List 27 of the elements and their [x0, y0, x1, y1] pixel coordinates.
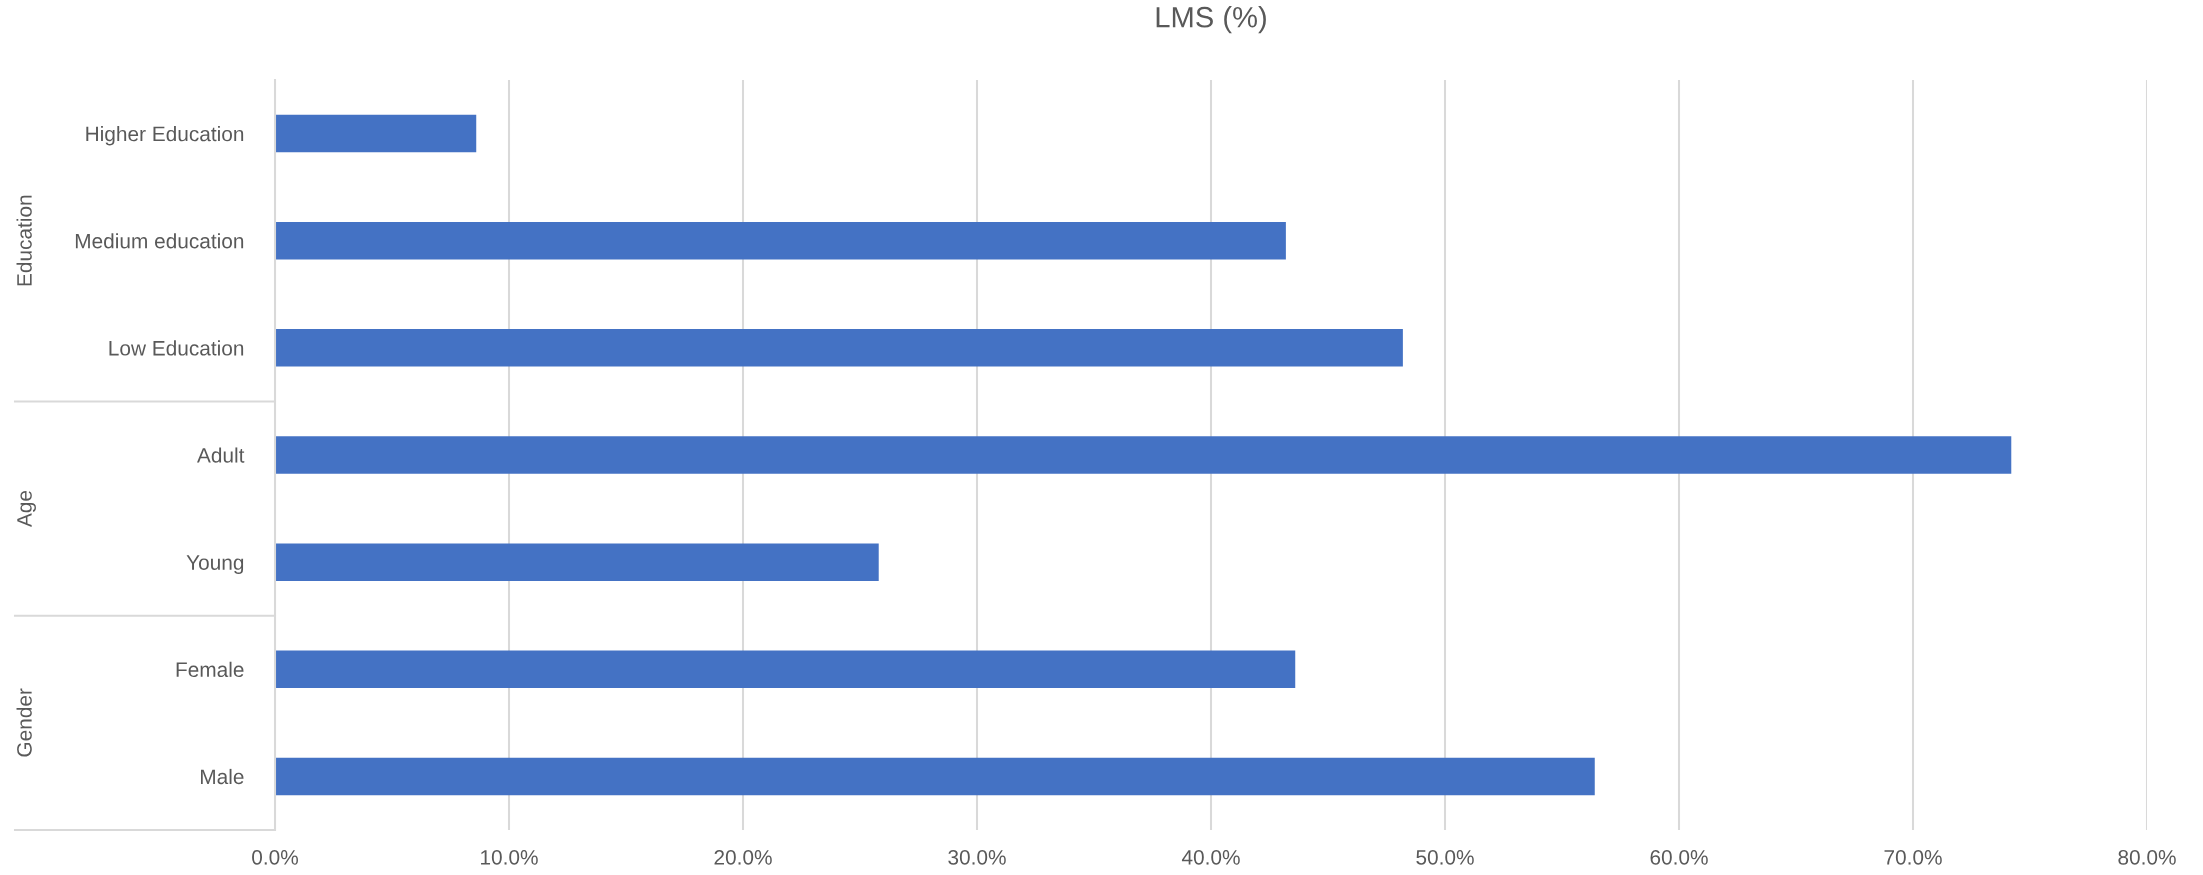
bar [275, 757, 1595, 796]
x-tick-label: 70.0% [1884, 849, 1942, 865]
bar [275, 114, 477, 153]
chart-title: LMS (%) [1156, 6, 1266, 34]
x-tick-label: 40.0% [1181, 849, 1240, 865]
y-tick-label: Medium education [75, 233, 244, 249]
text: Gender [16, 688, 32, 757]
x-tick-label: 20.0% [714, 849, 772, 865]
bar [275, 221, 1286, 260]
bar [275, 543, 879, 581]
bar [275, 650, 1296, 689]
text: Education [16, 195, 32, 286]
x-tick-label: 30.0% [948, 849, 1006, 865]
x-tick-label: 0.0% [252, 849, 298, 865]
bar [275, 329, 1403, 367]
y-tick-label: Female [176, 661, 244, 678]
x-tick-label: 10.0% [481, 849, 538, 865]
y-tick-label: Young [186, 555, 244, 575]
y-tick-label: Male [201, 768, 244, 785]
x-tick-label: 50.0% [1416, 849, 1474, 865]
x-tick-label: 80.0% [2118, 849, 2176, 865]
y-tick-label: Low Education [109, 340, 244, 356]
bar [275, 436, 2012, 474]
y-tick-label: Higher Education [86, 126, 244, 146]
y-tick-label: Adult [197, 447, 245, 463]
text: Age [17, 490, 36, 528]
x-tick-label: 60.0% [1650, 849, 1708, 865]
